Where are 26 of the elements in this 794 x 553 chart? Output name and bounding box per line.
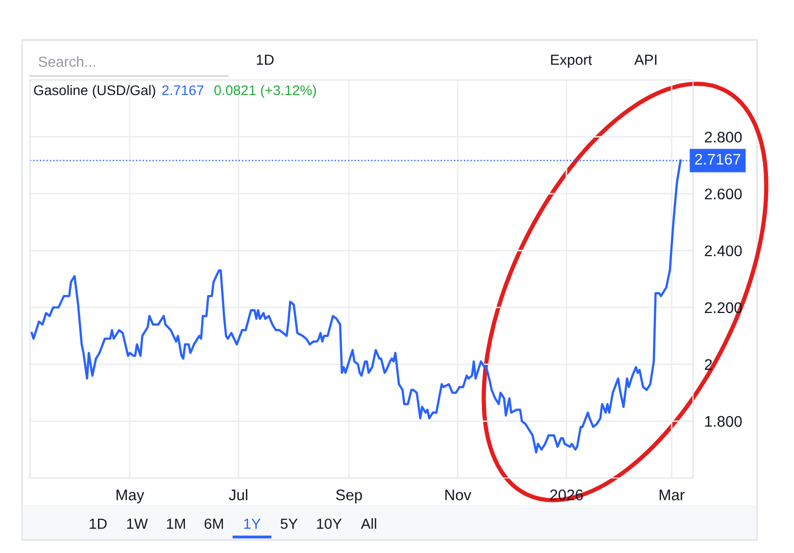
text: 1W	[127, 518, 148, 529]
y-tick-label: 2.400	[704, 245, 742, 256]
ref-line-label: 2.7167	[695, 154, 740, 165]
text: 5Y	[280, 518, 298, 529]
x-tick-label: Jul	[229, 489, 248, 500]
annotation: 2.7167	[162, 85, 204, 96]
text: 1Y	[244, 518, 261, 529]
x-tick-label: Mar	[660, 490, 685, 500]
x-tick-label: Nov	[445, 490, 472, 500]
text: Search...	[38, 56, 96, 67]
text: All	[360, 518, 376, 529]
text: 1D	[90, 518, 107, 529]
y-tick-label: 2.600	[704, 188, 742, 200]
annotation: 0.0821 (+3.12%)	[214, 84, 316, 98]
y-tick-label: 2.800	[704, 132, 742, 143]
x-tick-label: Sep	[336, 490, 362, 504]
y-tick-label: 1.800	[705, 416, 742, 427]
text: 1M	[166, 518, 185, 529]
text: 10Y	[317, 518, 342, 529]
chart-title: Gasoline (USD/Gal)	[34, 84, 156, 98]
x-tick-label: May	[116, 490, 144, 504]
y-tick-label: 2	[704, 359, 712, 370]
text: Export	[551, 54, 592, 68]
text: 6M	[204, 518, 223, 529]
text: API	[634, 54, 656, 65]
text: 1D	[256, 54, 274, 65]
